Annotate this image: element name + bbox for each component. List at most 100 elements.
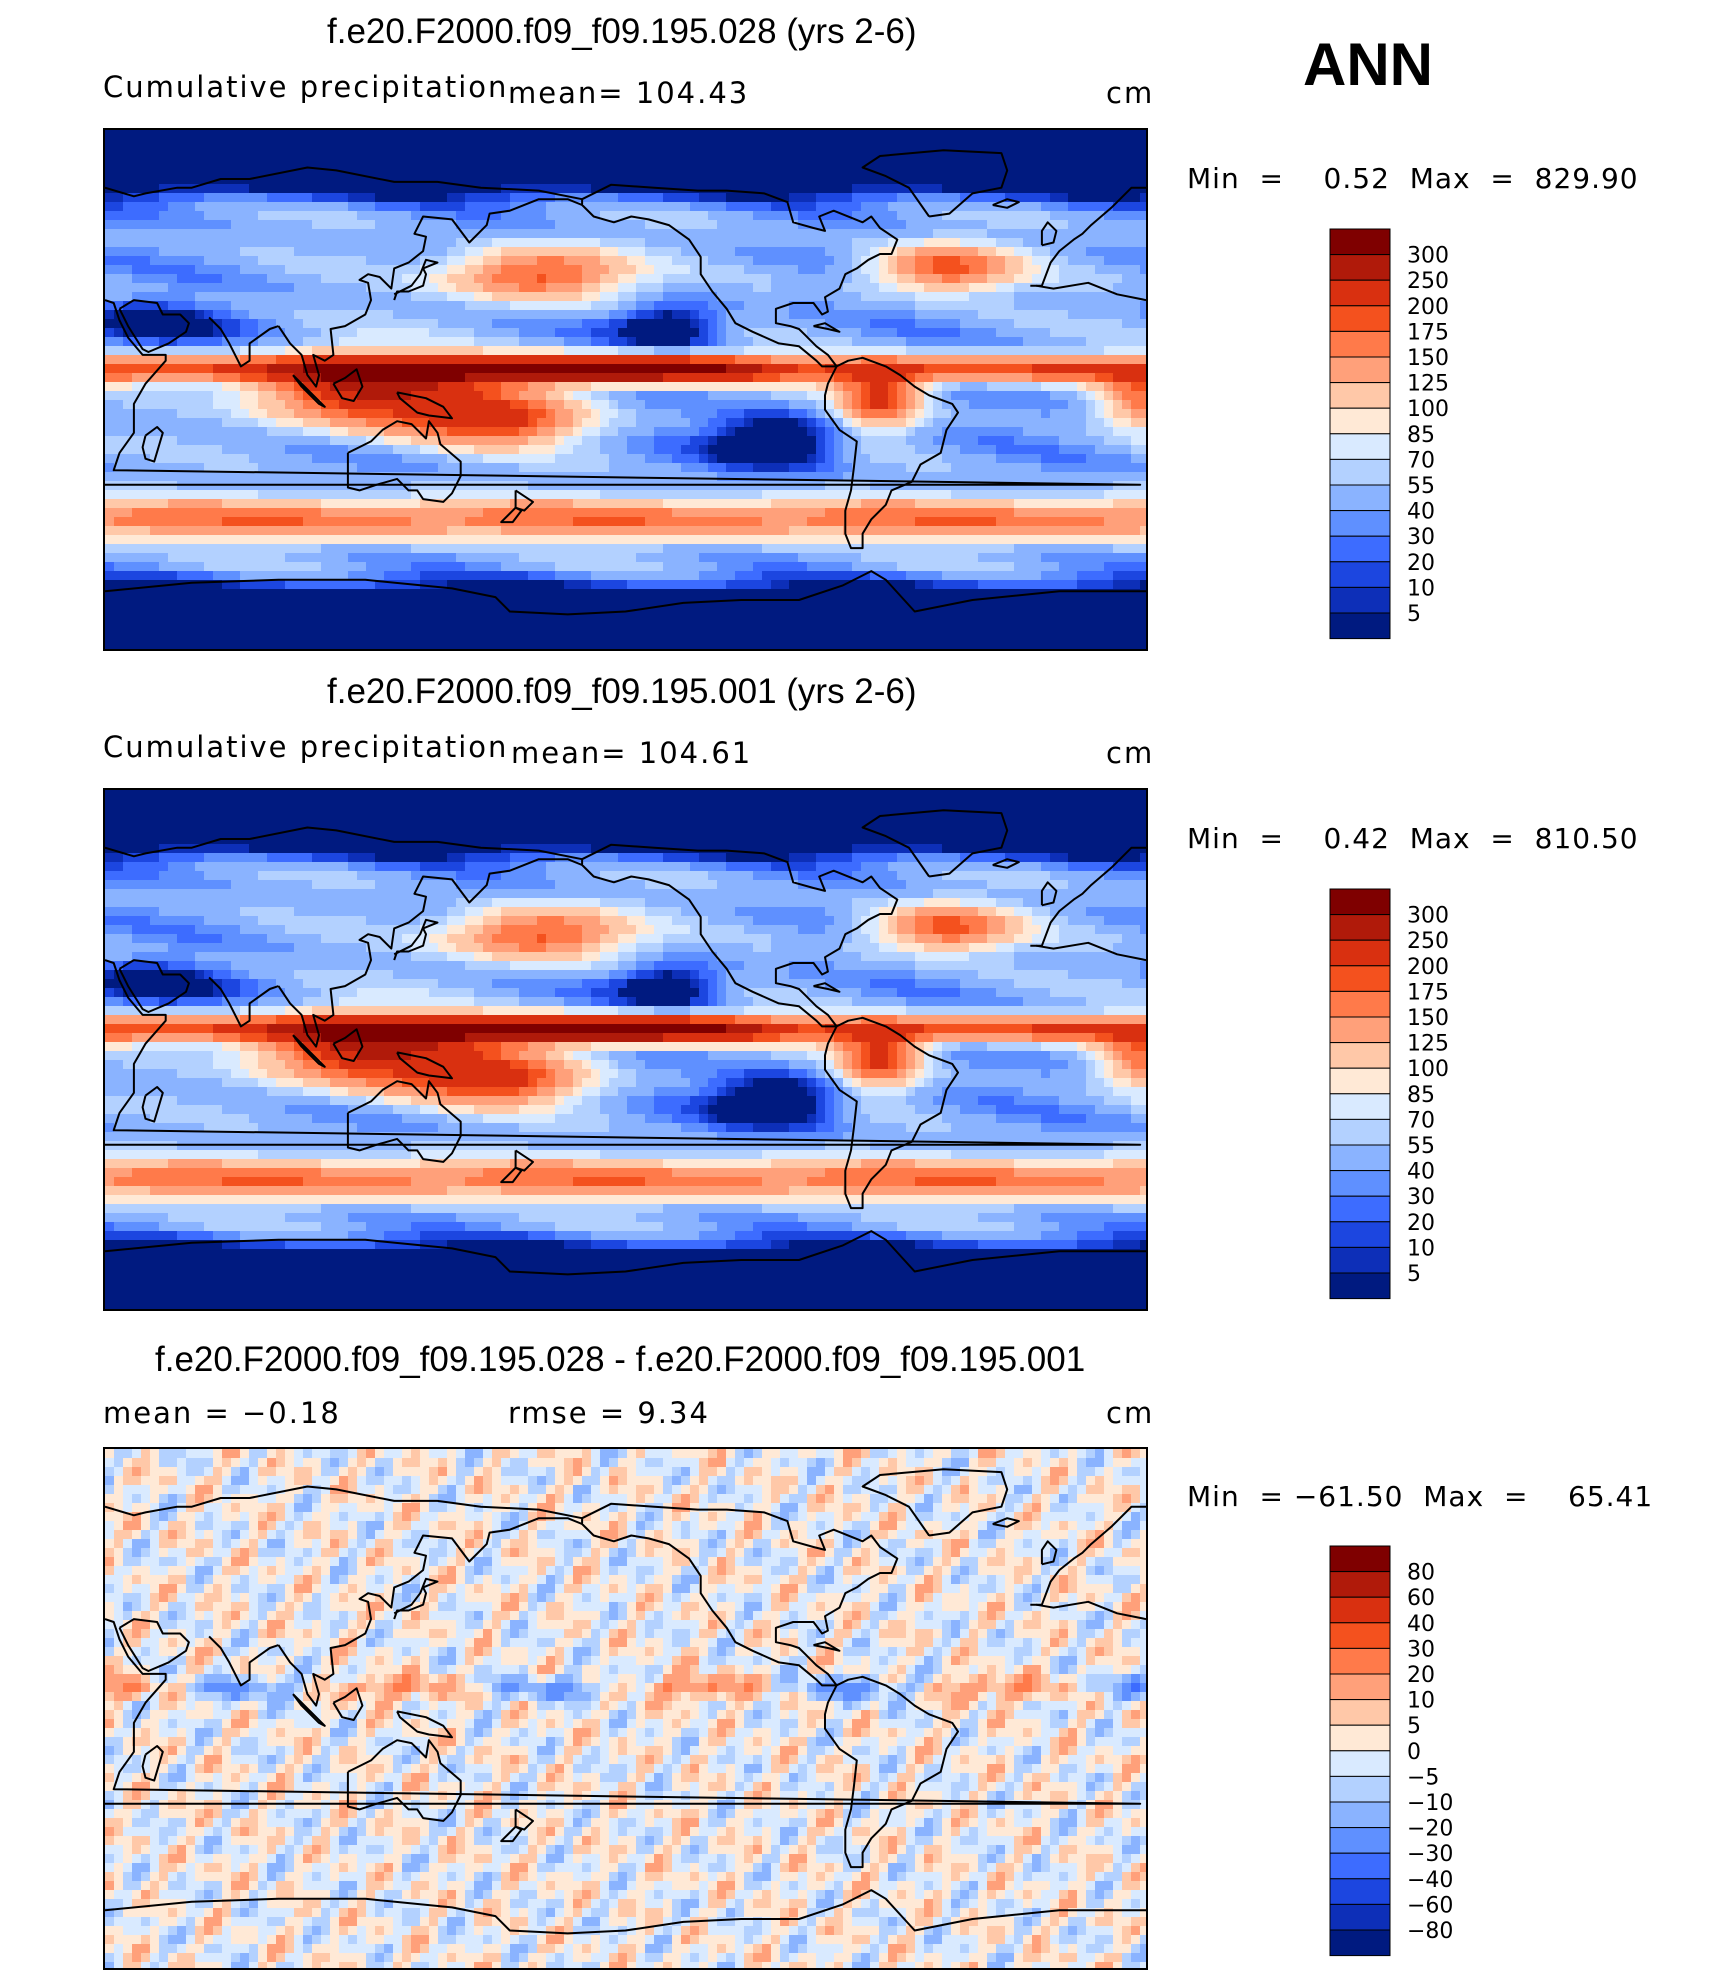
colorbar-swatch [1329,1246,1391,1274]
colorbar-tick-label: 10 [1407,1236,1435,1261]
colorbar-tick-label: 30 [1407,525,1435,550]
panel-3-units: cm [1106,1396,1154,1430]
coastline [105,299,1142,486]
colorbar-swatch [1329,1272,1391,1300]
panel-1-units: cm [1106,76,1154,110]
colorbar-swatch [1329,1647,1391,1675]
colorbar-tick-label: −60 [1407,1893,1453,1918]
panel-2-mean-label: mean= 104.61 [511,736,752,770]
coastlines [105,149,1146,616]
panel-1-mean-label: mean= 104.43 [508,76,749,110]
panel-3-minmax: Min = −61.50 Max = 65.41 [1187,1480,1653,1513]
panel-3-rmse-label: rmse = 9.34 [508,1396,710,1430]
colorbar-swatch [1329,1775,1391,1803]
colorbar-swatch [1329,433,1391,460]
colorbar-swatch [1329,1852,1391,1880]
panel-3-colorbar: 80 60 40 30 20 10 5 0 −5 −10 −20 −30 −40 −60 −80 [1329,1545,1453,1958]
coastline [118,299,190,353]
colorbar-swatch [1329,965,1391,992]
panel-2-units: cm [1106,736,1154,770]
colorbar-swatch [1329,1571,1391,1598]
coastline [141,1086,164,1123]
coastline [1030,846,1146,947]
coastline [332,368,364,402]
colorbar-tick-label: 175 [1407,980,1449,1005]
coastline [393,258,439,301]
colorbar-tick-label: 40 [1407,1612,1435,1637]
coastlines [105,809,1146,1276]
panel-1-minmax: Min = 0.52 Max = 829.90 [1187,162,1639,195]
colorbar-tick-label: −5 [1407,1765,1439,1790]
colorbar-tick-label: 80 [1407,1561,1435,1586]
colorbar-tick-label: 40 [1407,1160,1435,1185]
coastline [514,1149,534,1172]
coastline [332,1687,364,1721]
coastline [208,1635,279,1687]
colorbar-swatch [1329,586,1391,614]
colorbar-swatch [1329,1801,1391,1829]
colorbar-swatch [1329,1750,1391,1777]
coastline [332,1028,364,1062]
coastline [208,316,279,368]
field-layer [105,1449,1146,1968]
coastline [292,1034,326,1068]
coastline [992,858,1020,869]
coastline [346,420,462,503]
colorbar-swatch [1329,990,1391,1018]
colorbar-tick-label: 10 [1407,1689,1435,1714]
coastline [861,149,1009,218]
coastline [105,570,1146,616]
coastline [105,826,583,861]
coastline [141,426,164,463]
panel-3-mean-label: mean = −0.18 [103,1396,341,1430]
colorbar-tick-label: 100 [1407,1057,1449,1082]
colorbar-tick-label: −20 [1407,1817,1453,1842]
coastline [581,1502,899,1687]
coastline [1040,881,1058,907]
coastline [514,489,534,512]
colorbar-tick-label: 5 [1407,602,1421,627]
colorbar-swatch [1329,914,1391,941]
colorbar-tick-label: 10 [1407,576,1435,601]
coastline [292,374,326,408]
coastline [500,1825,523,1843]
colorbar-swatch [1329,1878,1391,1905]
colorbar-swatch [1329,561,1391,588]
coastline [105,1230,1146,1276]
coastline [813,1641,841,1652]
colorbar-tick-label: 40 [1407,500,1435,525]
coastline [992,1517,1020,1528]
colorbar-tick-label: 20 [1407,1211,1435,1236]
colorbar-tick-label: 70 [1407,448,1435,473]
colorbar-tick-label: −10 [1407,1791,1453,1816]
colorbar-tick-label: 300 [1407,904,1449,929]
coastline [396,391,453,420]
coastline [393,1577,439,1620]
colorbar-tick-label: 20 [1407,551,1435,576]
coastline [813,322,841,333]
coastline [992,198,1020,209]
coastline [1035,281,1146,302]
colorbar-swatch [1329,510,1391,537]
colorbar-tick-label: 200 [1407,955,1449,980]
colorbar-swatch [1329,1016,1391,1044]
coastline [1040,221,1058,247]
coastline [141,1745,164,1782]
colorbar-swatch [1329,1673,1391,1701]
colorbar-tick-label: −30 [1407,1842,1453,1867]
panel-2-minmax: Min = 0.42 Max = 810.50 [1187,822,1639,855]
coastline [824,1675,959,1869]
coastline [861,1468,1009,1537]
colorbar-swatch [1329,254,1391,281]
colorbar-tick-label: 55 [1407,1134,1435,1159]
colorbar-tick-label: 5 [1407,1714,1421,1739]
coastline [346,1739,462,1822]
colorbar-swatch [1329,939,1391,967]
colorbar-tick-label: 85 [1407,423,1435,448]
colorbar-tick-label: 250 [1407,929,1449,954]
coastline [1030,186,1146,287]
coastline [277,858,583,1048]
coastline [1035,1600,1146,1621]
coastline [105,1889,1146,1935]
colorbar-swatch [1329,1929,1391,1957]
